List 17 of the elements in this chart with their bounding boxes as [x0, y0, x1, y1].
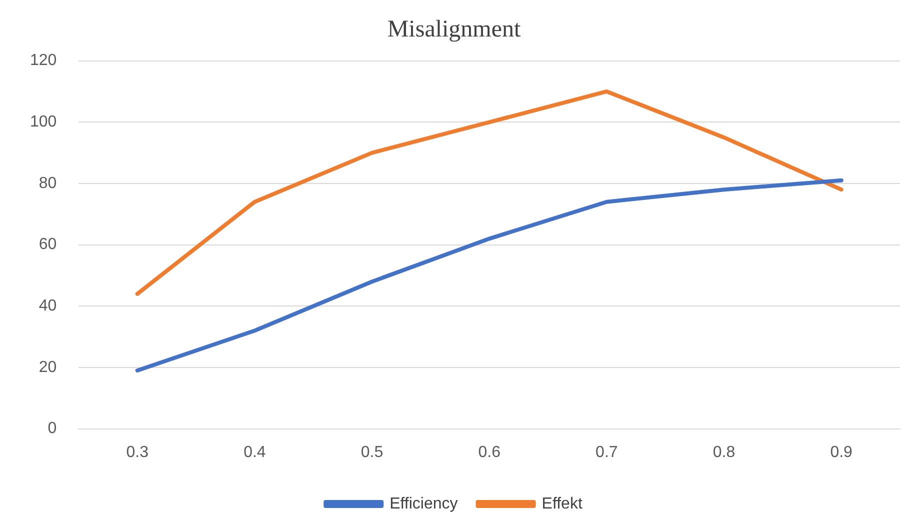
x-tick-label: 0.6 [478, 444, 501, 461]
y-tick-label: 40 [38, 298, 57, 315]
x-tick-label: 0.3 [126, 444, 149, 461]
y-tick-label: 20 [38, 358, 57, 376]
x-tick-label: 0.8 [712, 444, 736, 461]
x-tick-label: 0.4 [244, 444, 266, 461]
y-tick-label: 0 [48, 420, 57, 438]
x-tick-label: 0.5 [360, 444, 384, 461]
y-tick-label: 100 [30, 114, 57, 131]
y-tick-label: 80 [38, 174, 57, 192]
x-tick-label: 0.7 [596, 444, 618, 461]
legend-label: Efficiency [390, 495, 458, 512]
y-tick-label: 120 [30, 52, 57, 70]
legend-label: Effekt [542, 495, 583, 512]
x-tick-label: 0.9 [830, 444, 853, 461]
y-tick-label: 60 [38, 236, 57, 254]
chart-title: Misalignment [387, 16, 521, 43]
